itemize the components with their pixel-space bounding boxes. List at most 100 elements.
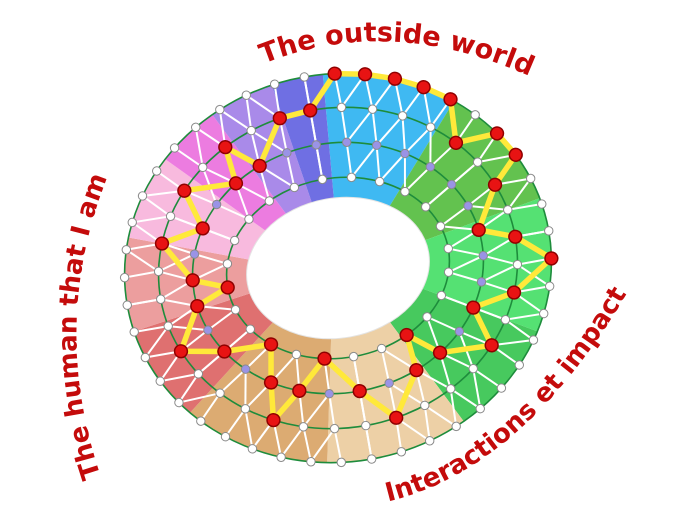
grid-node[interactable] <box>196 416 206 426</box>
grid-node[interactable] <box>163 321 173 331</box>
red-node[interactable] <box>154 236 170 251</box>
red-node[interactable] <box>484 338 499 353</box>
red-node[interactable] <box>303 103 318 118</box>
grid-node[interactable] <box>435 221 446 231</box>
grid-node[interactable] <box>156 294 166 304</box>
grid-node[interactable] <box>169 143 180 153</box>
red-node[interactable] <box>352 383 367 399</box>
grid-node[interactable] <box>342 137 352 147</box>
grid-node[interactable] <box>470 110 480 120</box>
grid-node[interactable] <box>425 122 436 132</box>
grid-node[interactable] <box>299 72 310 82</box>
grid-node[interactable] <box>374 176 385 187</box>
grid-node[interactable] <box>396 447 407 457</box>
grid-node[interactable] <box>247 444 258 454</box>
red-node[interactable] <box>416 80 431 95</box>
red-node[interactable] <box>228 176 244 191</box>
red-node[interactable] <box>448 135 464 150</box>
grid-node[interactable] <box>240 364 251 374</box>
grid-node[interactable] <box>174 397 184 408</box>
grid-node[interactable] <box>119 272 130 283</box>
red-node[interactable] <box>357 67 373 82</box>
grid-node[interactable] <box>446 384 456 394</box>
grid-node[interactable] <box>189 249 200 259</box>
grid-node[interactable] <box>500 315 511 325</box>
grid-node[interactable] <box>222 259 233 269</box>
grid-node[interactable] <box>291 349 302 360</box>
grid-node[interactable] <box>348 351 359 362</box>
grid-node[interactable] <box>244 214 254 224</box>
grid-node[interactable] <box>137 191 148 201</box>
grid-node[interactable] <box>544 226 554 236</box>
grid-node[interactable] <box>397 111 408 121</box>
red-node[interactable] <box>292 383 307 398</box>
red-node[interactable] <box>220 280 235 295</box>
grid-node[interactable] <box>198 162 208 173</box>
grid-node[interactable] <box>475 403 485 414</box>
grid-node[interactable] <box>528 335 539 345</box>
grid-node[interactable] <box>446 179 457 190</box>
red-node[interactable] <box>387 71 403 86</box>
grid-node[interactable] <box>129 327 139 337</box>
grid-node[interactable] <box>324 389 334 399</box>
grid-node[interactable] <box>215 388 225 398</box>
red-node[interactable] <box>508 147 523 162</box>
grid-node[interactable] <box>376 343 387 354</box>
grid-node[interactable] <box>289 182 300 193</box>
grid-node[interactable] <box>436 290 447 301</box>
grid-node[interactable] <box>211 199 222 210</box>
grid-node[interactable] <box>525 173 536 184</box>
red-node[interactable] <box>195 221 210 236</box>
grid-node[interactable] <box>311 140 321 150</box>
grid-node[interactable] <box>384 378 394 388</box>
red-node[interactable] <box>173 344 189 359</box>
grid-node[interactable] <box>122 300 132 310</box>
red-node[interactable] <box>263 375 279 390</box>
red-node[interactable] <box>177 183 192 198</box>
grid-node[interactable] <box>421 202 431 212</box>
grid-node[interactable] <box>193 369 204 379</box>
grid-node[interactable] <box>153 266 164 277</box>
red-node[interactable] <box>217 344 232 359</box>
grid-node[interactable] <box>276 452 286 462</box>
red-node[interactable] <box>389 410 404 425</box>
grid-node[interactable] <box>298 422 309 432</box>
grid-node[interactable] <box>336 457 347 468</box>
grid-node[interactable] <box>165 211 176 221</box>
red-node[interactable] <box>466 300 481 315</box>
grid-node[interactable] <box>496 383 507 393</box>
red-node[interactable] <box>252 158 267 173</box>
grid-node[interactable] <box>400 186 410 197</box>
grid-node[interactable] <box>468 363 478 374</box>
grid-node[interactable] <box>361 420 371 431</box>
grid-node[interactable] <box>346 172 357 183</box>
grid-node[interactable] <box>443 267 454 277</box>
grid-node[interactable] <box>512 259 523 270</box>
grid-node[interactable] <box>155 376 165 386</box>
grid-node[interactable] <box>336 102 347 113</box>
red-node[interactable] <box>266 412 281 428</box>
grid-node[interactable] <box>241 90 252 100</box>
grid-node[interactable] <box>424 436 435 446</box>
grid-node[interactable] <box>329 423 340 434</box>
grid-node[interactable] <box>537 199 547 209</box>
grid-node[interactable] <box>454 326 465 337</box>
grid-node[interactable] <box>400 148 410 159</box>
grid-node[interactable] <box>539 308 549 319</box>
grid-node[interactable] <box>425 162 436 172</box>
grid-node[interactable] <box>246 125 256 136</box>
red-node[interactable] <box>190 298 205 314</box>
grid-node[interactable] <box>245 324 255 334</box>
red-node[interactable] <box>489 126 505 141</box>
red-node[interactable] <box>218 139 233 155</box>
grid-node[interactable] <box>264 196 275 206</box>
grid-node[interactable] <box>140 352 151 363</box>
red-node[interactable] <box>399 327 414 343</box>
grid-node[interactable] <box>476 277 487 287</box>
grid-node[interactable] <box>203 325 213 335</box>
red-node[interactable] <box>487 177 503 192</box>
grid-node[interactable] <box>451 421 461 432</box>
grid-node[interactable] <box>269 79 280 89</box>
red-node[interactable] <box>471 222 486 238</box>
grid-node[interactable] <box>463 201 473 211</box>
